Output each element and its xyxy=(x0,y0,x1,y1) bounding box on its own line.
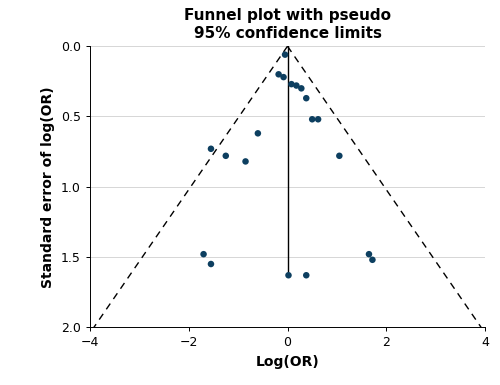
X-axis label: Log(OR): Log(OR) xyxy=(256,355,320,369)
Point xyxy=(280,74,287,80)
Point xyxy=(308,116,316,122)
Point xyxy=(292,82,300,89)
Point xyxy=(222,153,230,159)
Point xyxy=(365,251,373,257)
Point xyxy=(207,261,215,267)
Point xyxy=(368,257,376,263)
Point xyxy=(336,153,344,159)
Point xyxy=(314,116,322,122)
Point xyxy=(274,71,282,77)
Point xyxy=(207,146,215,152)
Point xyxy=(284,272,292,278)
Point xyxy=(298,85,306,91)
Title: Funnel plot with pseudo
95% confidence limits: Funnel plot with pseudo 95% confidence l… xyxy=(184,8,391,41)
Point xyxy=(288,81,296,87)
Point xyxy=(254,130,262,136)
Point xyxy=(242,158,250,164)
Point xyxy=(302,272,310,278)
Point xyxy=(200,251,207,257)
Point xyxy=(302,95,310,101)
Point xyxy=(281,52,289,58)
Y-axis label: Standard error of log(OR): Standard error of log(OR) xyxy=(42,86,56,288)
